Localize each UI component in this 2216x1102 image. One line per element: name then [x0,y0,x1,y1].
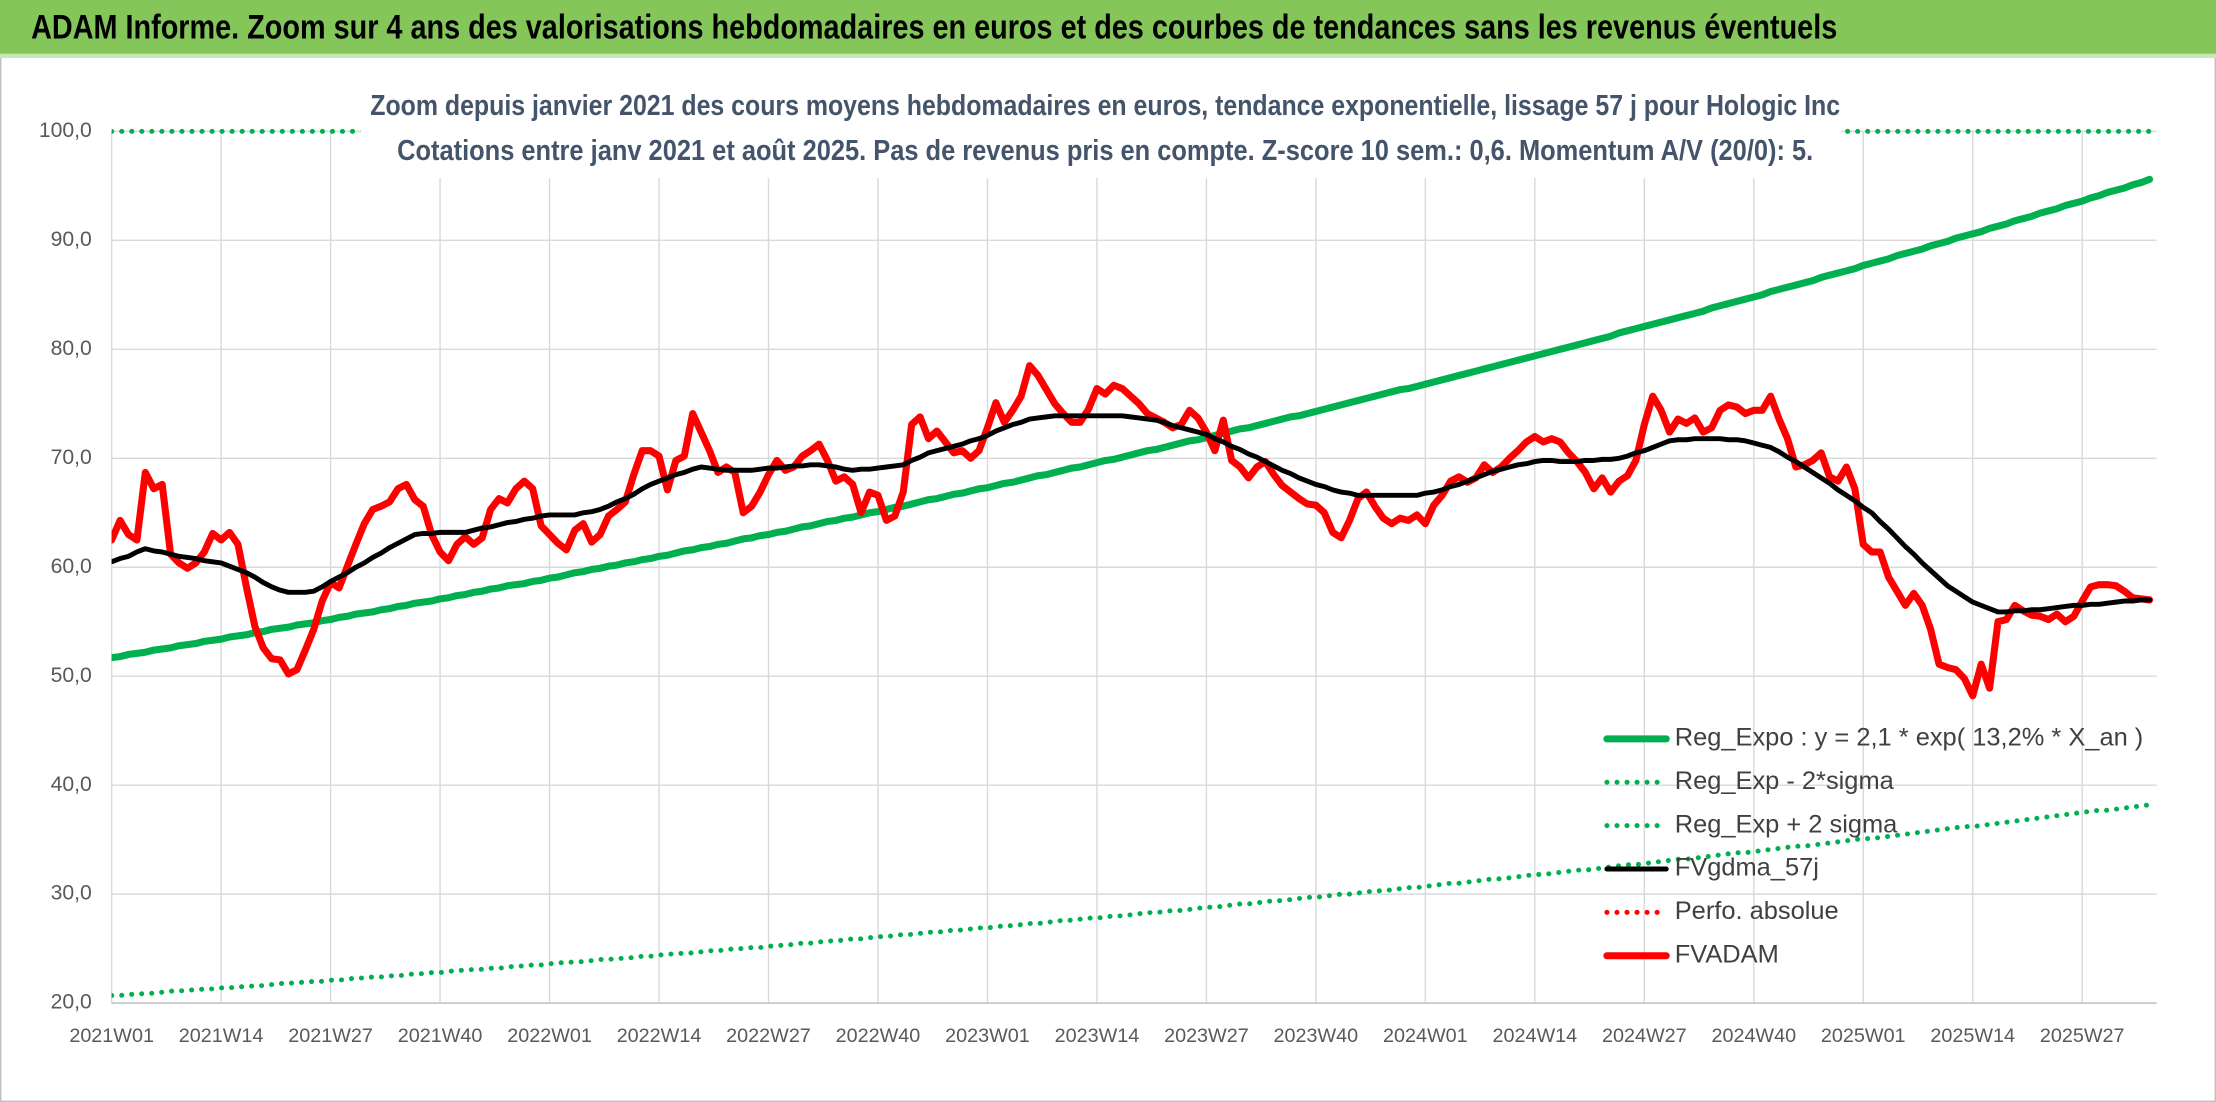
y-tick-label: 30,0 [51,882,92,905]
chart-title: ADAM Informe. Zoom sur 4 ans des valoris… [31,9,1837,47]
legend-label: FVgdma_57j [1675,854,1819,882]
y-tick-label: 40,0 [51,773,92,796]
x-tick-label: 2024W14 [1493,1025,1578,1047]
x-tick-label: 2021W27 [288,1025,373,1047]
y-tick-label: 80,0 [51,337,92,360]
x-tick-label: 2025W27 [2040,1025,2125,1047]
y-tick-label: 70,0 [51,446,92,469]
legend-label: Reg_Exp - 2*sigma [1675,767,1895,795]
header-rule [0,53,2216,58]
series-line [111,413,2153,615]
x-tick-label: 2023W40 [1274,1025,1359,1047]
subtitle: Cotations entre janv 2021 et août 2025. … [397,134,1813,166]
grid [110,130,2157,1004]
legend: Reg_Expo : y = 2,1 * exp( 13,2% * X_an )… [1603,724,2144,968]
legend-label: Reg_Expo : y = 2,1 * exp( 13,2% * X_an ) [1675,724,2144,752]
subtitle: Zoom depuis janvier 2021 des cours moyen… [370,89,1840,121]
x-tick-label: 2025W01 [1821,1025,1906,1047]
x-tick-label: 2022W14 [617,1025,702,1047]
header-bar [0,0,2216,57]
series-line [111,362,2154,700]
x-tick-label: 2022W40 [836,1025,921,1047]
legend-label: Reg_Exp + 2 sigma [1675,810,1898,838]
legend-label: Perfo. absolue [1675,897,1839,925]
x-tick-label: 2021W14 [179,1025,264,1047]
y-tick-label: 90,0 [51,228,92,251]
x-tick-label: 2024W27 [1602,1025,1687,1047]
x-tick-label: 2023W01 [945,1025,1030,1047]
y-tick-label: 50,0 [51,664,92,687]
x-tick-label: 2022W01 [507,1025,592,1047]
y-tick-label: 20,0 [51,991,92,1014]
x-tick-label: 2023W27 [1164,1025,1249,1047]
axes: 20,0 30,0 40,0 50,0 60,0 70,0 80,0 90,0 100,0 202… [39,119,2157,1047]
x-tick-label: 2023W14 [1055,1025,1140,1047]
x-tick-label: 2024W01 [1383,1025,1468,1047]
series-line [111,175,2154,662]
x-tick-label: 2021W40 [398,1025,483,1047]
x-tick-label: 2024W40 [1711,1025,1796,1047]
legend-label: FVADAM [1675,940,1779,968]
subtitle-box [360,81,1842,179]
x-tick-label: 2021W01 [69,1025,154,1047]
series-line [111,802,2153,998]
x-tick-label: 2025W14 [1930,1025,2015,1047]
y-tick-label: 100,0 [39,119,92,142]
x-tick-label: 2022W27 [726,1025,811,1047]
y-tick-label: 60,0 [51,555,92,578]
